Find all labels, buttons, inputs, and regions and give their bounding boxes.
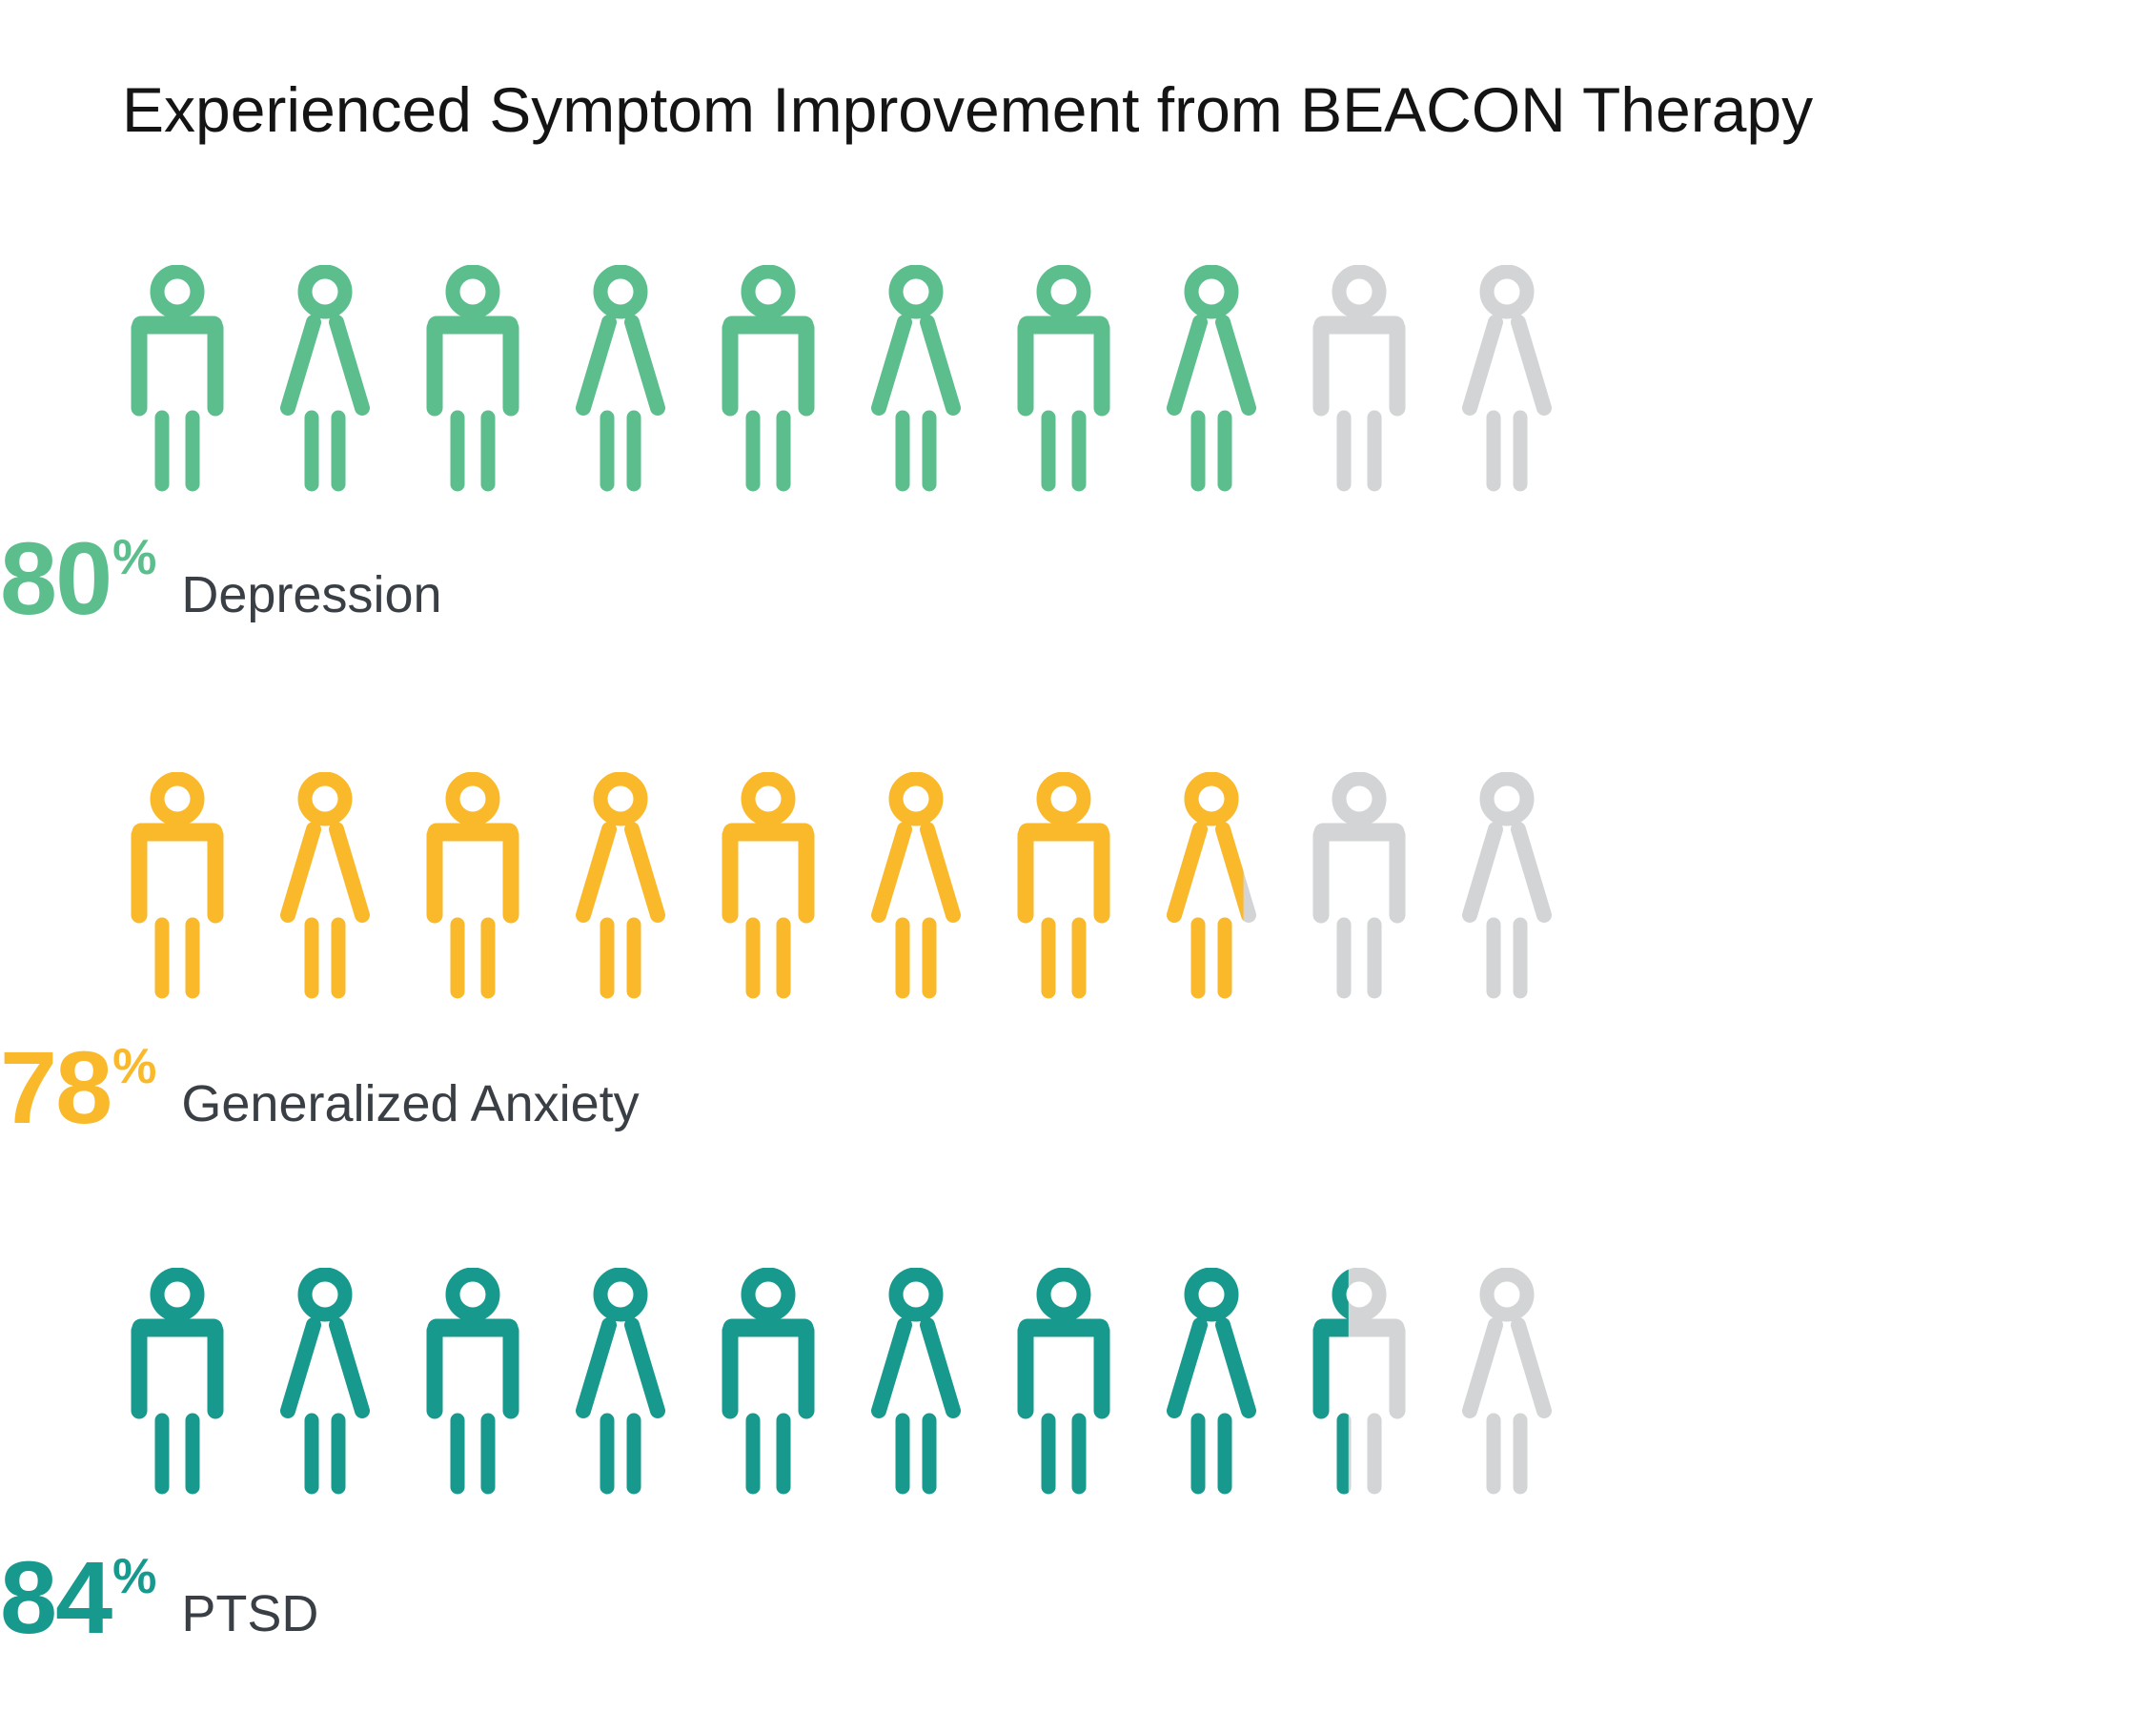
person-icon-male-filled — [124, 265, 231, 492]
pictogram-row-ptsd — [124, 1268, 1560, 1495]
person-icon-male-filled — [419, 772, 526, 999]
person-icon-male-filled — [715, 1268, 822, 1495]
person-icon-male-partial — [1306, 1268, 1413, 1495]
legend-ptsd: 84 % PTSD — [0, 1546, 318, 1649]
person-icon-male-filled — [715, 265, 822, 492]
person-icon-female-filled — [567, 772, 674, 999]
person-icon-female-filled — [272, 265, 378, 492]
person-icon-female-filled — [567, 265, 674, 492]
percent-sign-ptsd: % — [112, 1549, 157, 1604]
person-icon-female-empty — [1454, 1268, 1560, 1495]
legend-generalized-anxiety: 78 % Generalized Anxiety — [0, 1036, 640, 1139]
person-icon-female-filled — [863, 1268, 969, 1495]
person-icon-male-filled — [1010, 265, 1117, 492]
person-icon-female-filled — [272, 1268, 378, 1495]
person-icon-male-filled — [1010, 1268, 1117, 1495]
percent-sign-depression: % — [112, 530, 157, 585]
person-icon-female-filled — [1158, 1268, 1265, 1495]
person-icon-male-filled — [124, 1268, 231, 1495]
percent-value-depression: 80 — [0, 520, 112, 636]
person-icon-male-empty — [1306, 772, 1413, 999]
person-icon-female-empty — [1454, 772, 1560, 999]
person-icon-male-filled — [124, 772, 231, 999]
person-icon-male-filled — [1010, 772, 1117, 999]
pictogram-row-generalized-anxiety — [124, 772, 1560, 999]
person-icon-male-filled — [419, 1268, 526, 1495]
person-icon-female-filled — [863, 772, 969, 999]
person-icon-female-filled — [1158, 265, 1265, 492]
page-title: Experienced Symptom Improvement from BEA… — [122, 74, 1814, 145]
figure-group-ptsd — [124, 1268, 1560, 1495]
person-icon-male-filled — [419, 265, 526, 492]
person-icon-female-filled — [863, 265, 969, 492]
percent-value-generalized-anxiety: 78 — [0, 1029, 112, 1145]
figure-group-depression — [124, 265, 1560, 492]
person-icon-female-partial — [1158, 772, 1265, 999]
person-icon-female-filled — [272, 772, 378, 999]
category-label-ptsd: PTSD — [181, 1585, 319, 1642]
category-label-generalized-anxiety: Generalized Anxiety — [181, 1075, 640, 1132]
person-icon-male-empty — [1306, 265, 1413, 492]
figure-group-generalized-anxiety — [124, 772, 1560, 999]
category-label-depression: Depression — [181, 566, 442, 623]
legend-depression: 80 % Depression — [0, 527, 442, 630]
percent-sign-generalized-anxiety: % — [112, 1039, 157, 1094]
person-icon-male-filled — [715, 772, 822, 999]
percent-value-ptsd: 84 — [0, 1539, 112, 1655]
pictogram-row-depression — [124, 265, 1560, 492]
person-icon-female-empty — [1454, 265, 1560, 492]
person-icon-female-filled — [567, 1268, 674, 1495]
